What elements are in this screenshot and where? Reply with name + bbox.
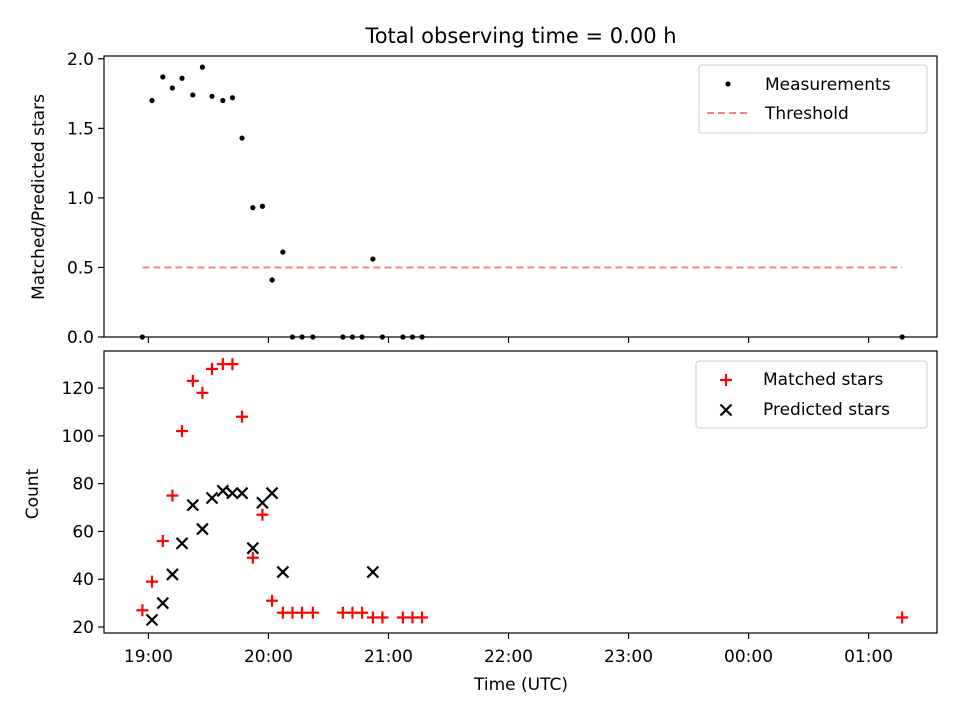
- bottom-y-axis-label: Count: [23, 468, 43, 519]
- top-y-tick-label: 1.0: [67, 189, 94, 209]
- measurement-point: [280, 249, 286, 255]
- measurement-point: [179, 75, 185, 81]
- matched-stars-point: [146, 575, 159, 588]
- bottom-y-tick-label: 20: [72, 618, 94, 638]
- matched-stars-point: [376, 611, 389, 624]
- legend-predicted-label: Predicted stars: [763, 400, 890, 420]
- legend-measurements-label: Measurements: [765, 75, 891, 95]
- top-panel-frame: [103, 55, 938, 338]
- matched-stars-point: [266, 594, 279, 607]
- matched-stars-point: [306, 606, 319, 619]
- x-tick-label: 19:00: [124, 647, 173, 667]
- bottom-legend-box: [695, 360, 928, 429]
- predicted-stars-point: [186, 498, 200, 512]
- matched-stars-point: [156, 534, 169, 547]
- matched-stars-point: [356, 606, 369, 619]
- predicted-stars-point: [366, 565, 380, 579]
- measurement-point: [220, 97, 226, 104]
- top-y-tick-label: 0.5: [67, 258, 94, 278]
- bottom-y-tick-label: 40: [72, 570, 94, 590]
- matched-stars-point: [136, 604, 149, 617]
- predicted-stars-point: [145, 613, 159, 627]
- top-y-tick-label: 1.5: [67, 119, 94, 139]
- x-axis-label: Time (UTC): [473, 675, 568, 695]
- matched-stars-point: [186, 374, 199, 387]
- top-y-tick-label: 2.0: [67, 50, 94, 70]
- x-tick-label: 21:00: [364, 647, 413, 667]
- x-tick-label: 20:00: [244, 647, 293, 667]
- predicted-stars-point: [196, 522, 209, 536]
- top-y-axis-label: Matched/Predicted stars: [29, 94, 49, 300]
- bottom-panel: 20 40 60 80 100 120 19:00 20:00 21:00 22:00 23:00…: [23, 350, 938, 695]
- measurement-point: [190, 92, 196, 98]
- legend-threshold-label: Threshold: [764, 104, 849, 124]
- measurement-point: [169, 85, 176, 91]
- measurement-point: [149, 97, 155, 104]
- predicted-stars-point: [265, 486, 279, 500]
- top-legend: Measurements Threshold: [698, 64, 928, 134]
- predicted-stars-point: [256, 496, 269, 510]
- matched-stars-point: [256, 508, 269, 521]
- legend-measurements-marker: [725, 81, 731, 87]
- legend-matched-marker: [720, 374, 732, 386]
- matched-stars-point: [176, 425, 189, 438]
- predicted-stars-point: [276, 565, 290, 579]
- matched-stars-point: [896, 611, 909, 624]
- x-tick-label: 22:00: [484, 647, 533, 667]
- bottom-y-tick-label: 80: [72, 475, 94, 495]
- measurement-point: [199, 64, 206, 70]
- chart-title: Total observing time = 0.00 h: [364, 24, 676, 48]
- legend-matched-label: Matched stars: [763, 370, 883, 390]
- matched-stars-point: [416, 611, 429, 624]
- top-panel: 0.00.51.01.52.0 Matched/Predicted stars …: [29, 50, 938, 348]
- legend-matched-plus: [720, 374, 732, 386]
- predicted-stars-point: [235, 486, 249, 500]
- measurement-point: [209, 93, 215, 99]
- top-y-tick-label: 0.0: [67, 328, 94, 348]
- top-legend-box: [698, 64, 928, 134]
- predicted-stars-point: [216, 484, 230, 498]
- x-tick-label: 01:00: [844, 647, 893, 667]
- bottom-panel-frame: [103, 350, 938, 634]
- x-tick-label: 23:00: [604, 647, 653, 667]
- bottom-y-tick-label: 120: [62, 379, 94, 399]
- matched-stars-point: [166, 489, 179, 502]
- bottom-y-tick-label: 100: [62, 427, 94, 447]
- matched-stars-point: [226, 358, 239, 371]
- predicted-stars-point: [226, 486, 239, 500]
- measurement-point: [370, 256, 376, 262]
- bottom-legend: Matched stars Predicted stars: [695, 360, 928, 429]
- predicted-stars-point: [205, 491, 219, 505]
- predicted-stars-point: [246, 541, 260, 555]
- measurement-point: [229, 95, 236, 101]
- matched-stars-point: [206, 362, 219, 375]
- matched-stars-point: [196, 386, 209, 399]
- legend-predicted-marker: [719, 403, 733, 417]
- bottom-y-tick-label: 60: [72, 522, 94, 542]
- predicted-stars-point: [175, 537, 189, 550]
- matched-stars-point: [296, 606, 309, 619]
- measurement-point: [250, 205, 256, 211]
- measurement-point: [160, 74, 166, 80]
- predicted-stars-point: [156, 596, 170, 610]
- x-tick-label: 00:00: [724, 647, 773, 667]
- matched-stars-point: [236, 410, 249, 423]
- matched-stars-point: [246, 551, 259, 564]
- legend-predicted-cross: [719, 403, 733, 417]
- measurement-point: [259, 203, 266, 209]
- predicted-stars-point: [166, 568, 179, 581]
- measurement-point: [269, 277, 275, 283]
- measurement-point: [239, 135, 245, 141]
